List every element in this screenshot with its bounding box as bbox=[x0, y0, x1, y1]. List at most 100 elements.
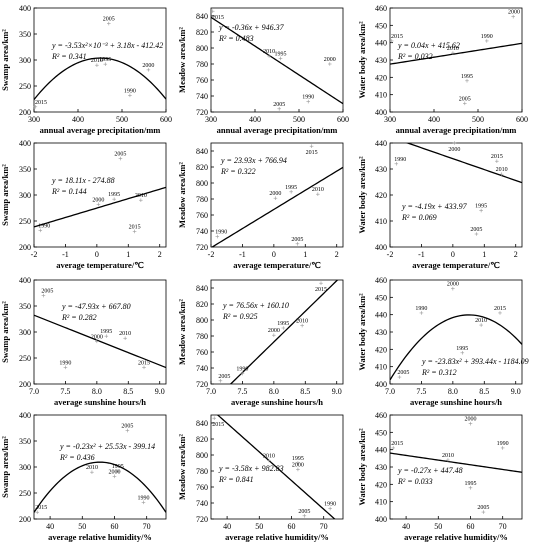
y-tick-label: 400 bbox=[375, 243, 387, 252]
point-label: 2015 bbox=[491, 154, 503, 160]
point-label: 2000 bbox=[292, 462, 304, 468]
y-tick-label: 400 bbox=[375, 515, 387, 524]
y-tick-label: 200 bbox=[19, 380, 31, 389]
point-label: 2015 bbox=[315, 287, 327, 293]
point-label: 1990 bbox=[38, 223, 50, 229]
x-tick-label: 9.0 bbox=[155, 387, 165, 396]
point-label: 2010 bbox=[312, 187, 324, 193]
point-label: 2015 bbox=[306, 150, 318, 156]
point-label: 1990 bbox=[394, 157, 406, 163]
y-tick-label: 800 bbox=[196, 316, 208, 325]
r-squared: R² = 0.033 bbox=[397, 477, 433, 486]
point-label: 1995 bbox=[100, 329, 112, 335]
x-tick-label: 40 bbox=[223, 522, 231, 531]
r-squared: R² = 0.925 bbox=[222, 312, 258, 321]
y-tick-label: 720 bbox=[196, 108, 208, 117]
x-tick-label: 600 bbox=[516, 115, 528, 124]
x-tick-label: 1 bbox=[303, 250, 307, 259]
x-tick-label: 8.0 bbox=[269, 387, 279, 396]
y-axis-label: Swamp area/km² bbox=[0, 436, 10, 498]
y-tick-label: 460 bbox=[375, 411, 387, 420]
regression-line bbox=[34, 57, 166, 100]
r-squared: R² = 0.483 bbox=[218, 34, 254, 43]
regression-line bbox=[229, 280, 339, 384]
y-tick-label: 300 bbox=[19, 463, 31, 472]
x-tick-label: 8.0 bbox=[92, 387, 102, 396]
y-tick-label: 760 bbox=[196, 76, 208, 85]
y-axis-label: Water body area/km² bbox=[357, 293, 367, 371]
y-axis-label: Meadow area/km² bbox=[177, 299, 187, 365]
y-tick-label: 740 bbox=[196, 227, 208, 236]
x-tick-label: 400 bbox=[249, 115, 261, 124]
point-label: 1990 bbox=[324, 502, 336, 508]
x-tick-label: 0 bbox=[95, 250, 99, 259]
point-label: 2010 bbox=[86, 465, 98, 471]
x-tick-label: 300 bbox=[384, 115, 396, 124]
point-label: 2010 bbox=[91, 58, 103, 64]
point-label: 2005 bbox=[459, 96, 471, 102]
x-tick-label: 9.0 bbox=[332, 387, 342, 396]
y-axis-label: Meadow area/km² bbox=[177, 162, 187, 228]
x-tick-label: 40 bbox=[402, 522, 410, 531]
point-label: 2010 bbox=[263, 49, 275, 55]
regression-line bbox=[390, 314, 522, 381]
x-axis-label: average relative humidity/% bbox=[48, 532, 152, 542]
point-label: 2000 bbox=[91, 334, 103, 340]
x-tick-label: -2 bbox=[31, 250, 38, 259]
point-label: 2005 bbox=[121, 424, 133, 430]
point-label: 1990 bbox=[415, 306, 427, 312]
y-tick-label: 450 bbox=[375, 428, 387, 437]
y-tick-label: 400 bbox=[19, 4, 31, 13]
y-tick-label: 720 bbox=[196, 515, 208, 524]
point-label: 2010 bbox=[263, 454, 275, 460]
r-squared: R² = 0.282 bbox=[61, 313, 97, 322]
point-label: 2005 bbox=[298, 509, 310, 515]
y-tick-label: 200 bbox=[19, 515, 31, 524]
x-tick-label: 50 bbox=[255, 522, 263, 531]
x-tick-label: 0 bbox=[272, 250, 276, 259]
y-tick-label: 410 bbox=[375, 217, 387, 226]
x-tick-label: 2 bbox=[335, 250, 339, 259]
x-tick-label: -1 bbox=[62, 250, 69, 259]
y-tick-label: 430 bbox=[375, 463, 387, 472]
point-label: 1995 bbox=[108, 192, 120, 198]
regression-line bbox=[211, 16, 343, 105]
regression-line bbox=[216, 415, 336, 519]
point-label: 1995 bbox=[464, 481, 476, 487]
x-tick-label: 300 bbox=[205, 115, 217, 124]
regression-line bbox=[390, 452, 522, 473]
point-label: 1995 bbox=[99, 57, 111, 63]
x-tick-label: 8.0 bbox=[448, 387, 458, 396]
x-tick-label: -1 bbox=[239, 250, 246, 259]
y-tick-label: 820 bbox=[196, 163, 208, 172]
point-label: 2010 bbox=[296, 319, 308, 325]
point-label: 2005 bbox=[114, 152, 126, 158]
point-label: 1990 bbox=[481, 34, 493, 40]
x-axis-label: average temperature/℃ bbox=[233, 260, 321, 270]
y-tick-label: 400 bbox=[19, 139, 31, 148]
regression-equation: y = -4.19x + 433.97 bbox=[401, 202, 468, 211]
y-tick-label: 440 bbox=[375, 39, 387, 48]
point-label: 2015 bbox=[391, 441, 403, 447]
plot-frame bbox=[210, 142, 344, 248]
y-tick-label: 250 bbox=[19, 82, 31, 91]
x-tick-label: 40 bbox=[46, 522, 54, 531]
x-tick-label: 8.5 bbox=[300, 387, 310, 396]
point-label: 1990 bbox=[236, 367, 248, 373]
point-label: 2015 bbox=[212, 15, 224, 21]
plot-frame bbox=[210, 279, 344, 385]
y-tick-label: 440 bbox=[375, 446, 387, 455]
x-tick-label: -2 bbox=[387, 250, 394, 259]
x-tick-label: 600 bbox=[337, 115, 349, 124]
plot-frame bbox=[210, 414, 344, 520]
r-squared: R² = 0.032 bbox=[397, 52, 433, 61]
regression-equation: y = -0.27x + 447.48 bbox=[397, 466, 463, 475]
y-tick-label: 450 bbox=[375, 21, 387, 30]
y-tick-label: 740 bbox=[196, 92, 208, 101]
y-tick-label: 430 bbox=[375, 56, 387, 65]
point-label: 2010 bbox=[475, 318, 487, 324]
y-tick-label: 400 bbox=[19, 411, 31, 420]
